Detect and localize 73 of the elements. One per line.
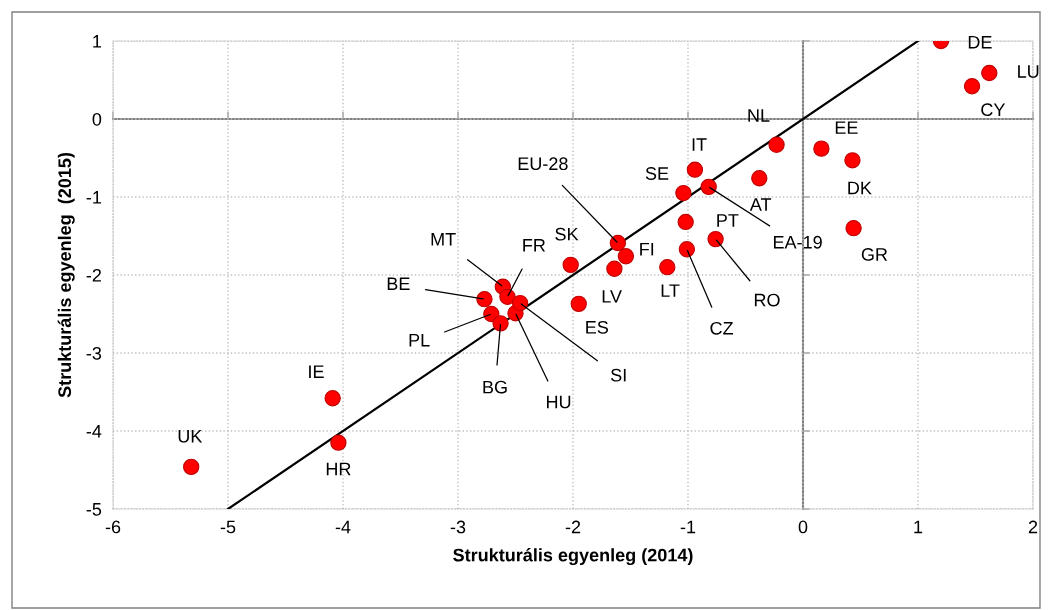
y-tick-label: -3 [86,346,102,360]
annotation: FR [523,239,546,252]
annotation: LU [1018,65,1039,78]
point [324,390,341,407]
x-tick-label: 1 [914,520,923,534]
point [570,295,587,313]
y-axis-title: Strukturális egyenleg (2015) [57,152,75,398]
point [751,170,768,187]
point [183,458,200,476]
annotation: EA-19 [773,235,822,249]
annotation: EE [835,121,858,134]
y-tick-label: 1 [93,35,102,48]
x-tick-label: 2 [1028,520,1038,534]
point [707,230,724,248]
point [981,64,998,82]
annotation: CY [981,103,1006,117]
annotation: PL [409,334,430,347]
annotation: PT [717,214,739,227]
point [686,161,704,178]
point [617,248,635,265]
annotation: IT [692,138,707,151]
annotation: LT [661,284,680,297]
annotation: NL [748,109,770,122]
x-tick-label: -3 [450,520,466,534]
point [606,260,623,277]
annotation: BE [387,277,410,290]
point [844,152,861,169]
point [659,259,676,276]
y-tick-label: -2 [86,268,101,282]
annotation: RO [754,293,780,307]
point [675,184,692,202]
annotation: DK [848,181,872,195]
x-axis-title: Strukturális egyenleg (2014) [453,548,693,566]
annotation: BG [483,380,507,394]
annotation: UK [178,429,203,443]
x-tick-label: -6 [105,520,121,534]
annotation: FI [640,242,654,256]
point [476,291,493,308]
point [330,434,347,451]
annotation: IE [309,365,324,378]
annotation: HU [547,395,571,409]
annotation: SI [611,368,626,382]
point [492,315,509,332]
point [700,178,717,196]
y-tick-label: -4 [86,425,102,438]
point [609,234,627,252]
y-tick-label: -5 [86,503,102,516]
annotation: MT [431,233,456,246]
point [963,78,981,95]
point [511,294,529,312]
x-tick-label: -5 [220,520,236,534]
point [677,213,694,231]
point [768,136,785,153]
annotation: GR [861,248,888,261]
annotation: SK [555,227,579,241]
annotation: AT [749,198,772,211]
annotation: EU-28 [518,157,568,171]
x-tick-label: 0 [798,520,808,534]
point [678,241,696,258]
annotation: ES [586,320,609,334]
y-tick-label: -1 [86,191,102,204]
point [845,220,862,237]
point [562,256,579,274]
x-tick-label: -1 [680,520,696,534]
annotation: SE [645,167,669,180]
x-tick-label: -4 [335,520,351,534]
x-tick-label: -2 [565,520,581,534]
annotation: CZ [710,321,734,335]
annotation: DE [968,36,992,49]
y-tick-label: 0 [92,112,102,126]
annotation: LV [602,290,622,303]
annotation: HR [326,462,351,476]
point [813,140,830,157]
